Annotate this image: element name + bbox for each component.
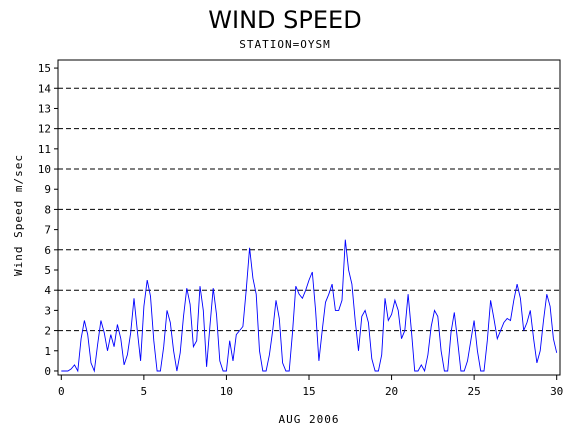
y-tick-label: 4 bbox=[44, 284, 51, 297]
y-tick-label: 5 bbox=[44, 264, 51, 277]
y-tick-label: 14 bbox=[38, 82, 52, 95]
y-tick-label: 2 bbox=[44, 325, 51, 338]
y-tick-label: 7 bbox=[44, 224, 51, 237]
chart-subtitle: STATION=OYSM bbox=[239, 38, 330, 51]
y-tick-label: 6 bbox=[44, 244, 51, 257]
y-tick-label: 15 bbox=[38, 62, 51, 75]
x-tick-label: 0 bbox=[58, 385, 65, 398]
x-tick-label: 30 bbox=[550, 385, 563, 398]
y-tick-label: 1 bbox=[44, 345, 51, 358]
x-tick-label: 5 bbox=[141, 385, 148, 398]
y-tick-label: 8 bbox=[44, 203, 51, 216]
y-tick-label: 3 bbox=[44, 304, 51, 317]
x-tick-label: 15 bbox=[302, 385, 315, 398]
x-axis: 0 5 10 15 20 25 30 bbox=[58, 375, 563, 398]
y-axis-label: Wind Speed m/sec bbox=[12, 154, 25, 276]
x-tick-label: 20 bbox=[385, 385, 398, 398]
y-tick-label: 12 bbox=[38, 123, 51, 136]
chart-title: WIND SPEED bbox=[208, 6, 361, 34]
x-tick-label: 25 bbox=[468, 385, 481, 398]
y-tick-label: 13 bbox=[38, 102, 51, 115]
reference-lines bbox=[58, 87, 560, 332]
y-tick-label: 11 bbox=[38, 143, 51, 156]
y-tick-label: 0 bbox=[44, 365, 51, 378]
x-axis-label: AUG 2006 bbox=[279, 413, 340, 426]
plot-frame bbox=[57, 59, 561, 376]
wind-speed-series-line bbox=[61, 239, 558, 373]
y-tick-label: 10 bbox=[38, 163, 51, 176]
y-tick-label: 9 bbox=[44, 183, 51, 196]
x-tick-label: 10 bbox=[220, 385, 233, 398]
